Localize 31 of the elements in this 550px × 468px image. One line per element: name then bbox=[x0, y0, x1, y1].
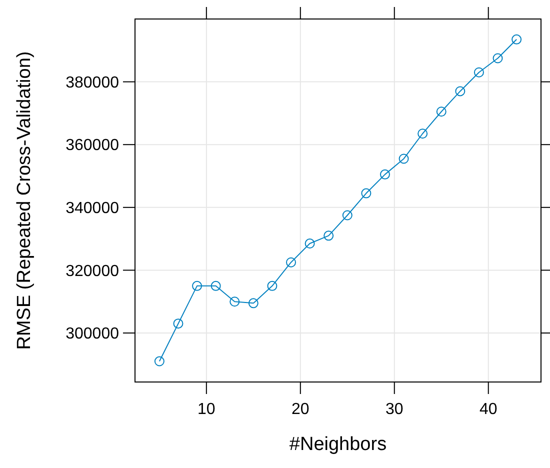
point bbox=[455, 86, 466, 96]
point bbox=[398, 154, 409, 164]
x-tick-label: 40 bbox=[479, 401, 498, 418]
x-tick-label: 20 bbox=[292, 401, 310, 418]
point bbox=[248, 298, 258, 308]
y-tick-label: 360000 bbox=[66, 137, 120, 154]
point bbox=[267, 280, 278, 291]
point bbox=[342, 210, 352, 220]
point bbox=[418, 128, 428, 139]
point bbox=[304, 238, 315, 249]
y-tick-label: 320000 bbox=[66, 262, 120, 280]
point bbox=[173, 318, 184, 329]
y-tick-label: 380000 bbox=[66, 74, 120, 92]
point bbox=[192, 280, 202, 291]
x-axis-title: #Neighbors bbox=[289, 434, 387, 455]
point bbox=[436, 106, 446, 117]
point bbox=[286, 257, 296, 268]
point bbox=[512, 34, 522, 44]
y-tick-label: 300000 bbox=[66, 326, 120, 343]
point bbox=[324, 230, 334, 241]
point bbox=[474, 67, 484, 78]
point bbox=[361, 188, 372, 198]
point bbox=[380, 169, 390, 180]
y-axis-title: RMSE (Repeated Cross-Validation) bbox=[14, 51, 35, 350]
point bbox=[210, 280, 221, 291]
point bbox=[154, 356, 164, 366]
point bbox=[492, 53, 503, 64]
point bbox=[230, 296, 240, 307]
y-tick-label: 340000 bbox=[66, 200, 120, 218]
x-tick-label: 30 bbox=[385, 401, 404, 418]
x-tick-label: 10 bbox=[198, 401, 216, 418]
